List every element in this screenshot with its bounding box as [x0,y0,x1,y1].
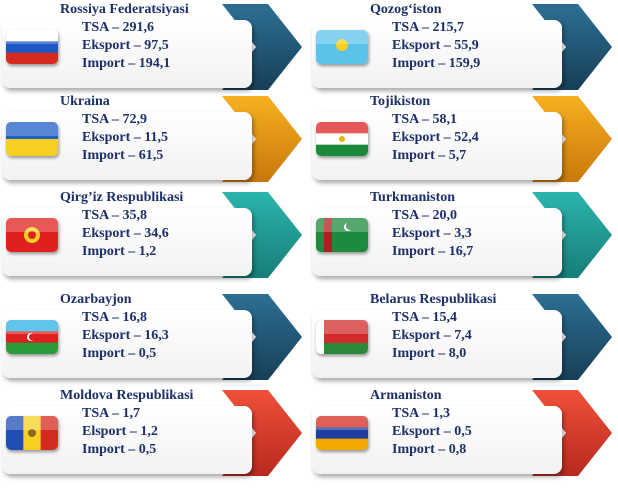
trade-line: TSA – 291,6 [82,20,154,35]
country-name: Qirg’iz Respublikasi [60,190,184,205]
trade-line: Import – 16,7 [392,244,474,259]
flag-gloss [6,30,58,44]
flag-part [324,218,332,252]
country-card: Ozarbayjon TSA – 16,8 Eksport – 16,3 Import… [0,290,308,385]
country-card: Ukraina TSA – 72,9 Eksport – 11,5 Import – … [0,92,308,187]
flag-part [316,320,324,354]
country-name: Rossiya Federatsiyasi [60,2,189,17]
trade-line: Import – 194,1 [82,56,171,71]
flag-part [316,122,368,134]
trade-line: Eksport – 7,4 [392,328,472,343]
trade-line: Eksport – 52,4 [392,130,479,145]
country-card: Rossiya Federatsiyasi TSA – 291,6 Eksport … [0,0,308,95]
flag [316,30,368,64]
flag-part [6,342,58,354]
flag [6,416,58,450]
flag-gloss [6,122,58,136]
flag-part [40,416,58,450]
trade-line: Eksport – 11,5 [82,130,168,145]
flag-gloss [316,416,368,430]
trade-line: TSA – 215,7 [392,20,464,35]
flag-gloss [316,320,368,334]
flag [316,320,368,354]
trade-line: Import – 1,2 [82,244,157,259]
country-card: Tojikiston TSA – 58,1 Eksport – 52,4 Import… [310,92,618,187]
flag-gloss [316,30,368,44]
trade-line: TSA – 1,7 [82,406,140,421]
trade-line: Import – 5,7 [392,148,467,163]
trade-line: Eksport – 3,3 [392,226,472,241]
trade-line: Import – 0,8 [392,442,467,457]
flag-part [316,416,368,428]
trade-line: TSA – 20,0 [392,208,457,223]
flag-part [339,136,345,142]
country-card: Moldova Respublikasi TSA – 1,7 Elsport – 1… [0,386,308,481]
trade-line: TSA – 15,4 [392,310,457,325]
trade-line: Eksport – 97,5 [82,38,169,53]
flag-part [336,39,348,51]
trade-line: Import – 61,5 [82,148,164,163]
flag-part [6,416,24,450]
trade-line: TSA – 58,1 [392,112,457,127]
flag-part [316,320,368,343]
trade-line: TSA – 16,8 [82,310,147,325]
flag [316,416,368,450]
flag [6,30,58,64]
country-card: Belarus Respublikasi TSA – 15,4 Eksport – … [310,290,618,385]
country-name: Armaniston [370,388,442,403]
flag-part [6,30,58,42]
trade-line: Elsport – 1,2 [82,424,158,439]
flag-part [6,320,58,332]
trade-line: TSA – 35,8 [82,208,147,223]
flag [6,122,58,156]
flag-gloss [6,218,58,232]
flag-part [316,343,368,354]
country-name: Qozog‘iston [370,2,442,17]
flag-part [316,438,368,450]
flag-gloss [316,122,368,136]
trade-line: TSA – 1,3 [392,406,450,421]
flag-part [6,122,58,140]
country-card: Armaniston TSA – 1,3 Eksport – 0,5 Import –… [310,386,618,481]
trade-line: TSA – 72,9 [82,112,147,127]
country-name: Turkmaniston [370,190,456,205]
flag [316,218,368,252]
trade-line: Import – 0,5 [82,346,157,361]
flag [316,122,368,156]
flag-part [6,52,58,64]
flag-part [6,139,58,156]
flag-part [28,231,36,239]
trade-line: Eksport – 34,6 [82,226,169,241]
flag [6,320,58,354]
trade-line: Eksport – 55,9 [392,38,479,53]
flag-part [316,144,368,156]
flag-part [346,222,354,230]
flag [6,218,58,252]
country-name: Ozarbayjon [60,292,132,307]
country-card: Qirg’iz Respublikasi TSA – 35,8 Eksport – … [0,188,308,283]
country-name: Moldova Respublikasi [60,388,194,403]
trade-line: Import – 8,0 [392,346,467,361]
country-name: Tojikiston [370,94,431,109]
flag-part [6,41,58,54]
flag-gloss [6,320,58,334]
country-name: Belarus Respublikasi [370,292,497,307]
country-card: Qozog‘iston TSA – 215,7 Eksport – 55,9 Impo… [310,0,618,95]
country-card: Turkmaniston TSA – 20,0 Eksport – 3,3 Impor… [310,188,618,283]
flag-gloss [6,416,58,430]
flag-gloss [316,218,368,232]
flag-part [28,429,36,437]
country-name: Ukraina [60,94,110,109]
trade-line: Eksport – 16,3 [82,328,169,343]
flag-part [316,427,368,440]
flag-part [29,333,36,341]
trade-line: Import – 0,5 [82,442,157,457]
trade-line: Import – 159,9 [392,56,481,71]
trade-line: Eksport – 0,5 [392,424,472,439]
